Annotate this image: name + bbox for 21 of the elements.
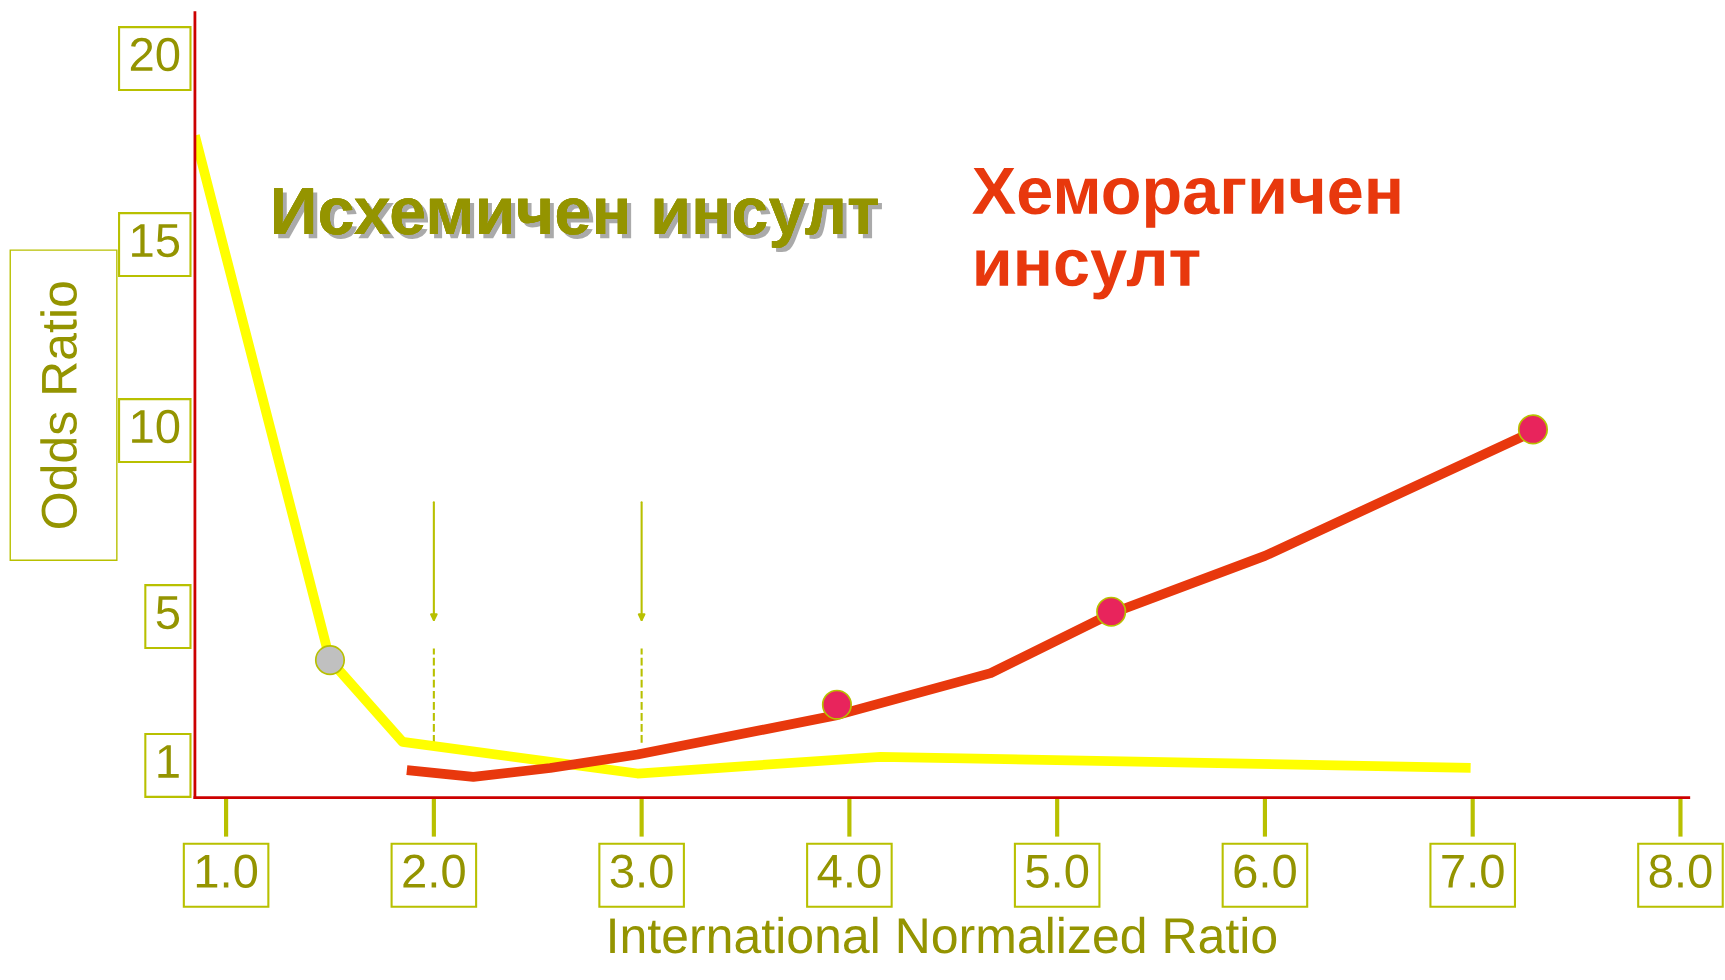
point — [314, 645, 346, 676]
y-tick-label: 5 — [156, 596, 180, 630]
y-tick-label: 10 — [132, 409, 180, 444]
x-tick-label: 6.0 — [1234, 854, 1296, 888]
y-axis-title: Odds Ratio — [40, 282, 77, 528]
text: Хеморагичен инсулт — [972, 168, 1400, 300]
point — [1096, 596, 1127, 627]
point — [1517, 414, 1549, 445]
series-label: Исхемичен инсулт — [274, 188, 882, 253]
x-tick-label: 4.0 — [817, 854, 881, 888]
y-tick-label: 1 — [158, 745, 179, 778]
x-axis-title: International Normalized Ratio — [610, 916, 1277, 954]
x-tick-label: 8.0 — [1649, 854, 1712, 888]
x-tick-label: 5.0 — [1026, 854, 1089, 888]
x-tick-label: 7.0 — [1442, 854, 1504, 888]
x-tick-label: 2.0 — [403, 854, 465, 888]
y-tick-label: 15 — [132, 224, 180, 258]
y-tick-label: 20 — [130, 37, 180, 72]
x-tick-label: 3.0 — [610, 854, 673, 888]
point — [821, 689, 852, 720]
x-tick-label: 1.0 — [196, 854, 258, 888]
